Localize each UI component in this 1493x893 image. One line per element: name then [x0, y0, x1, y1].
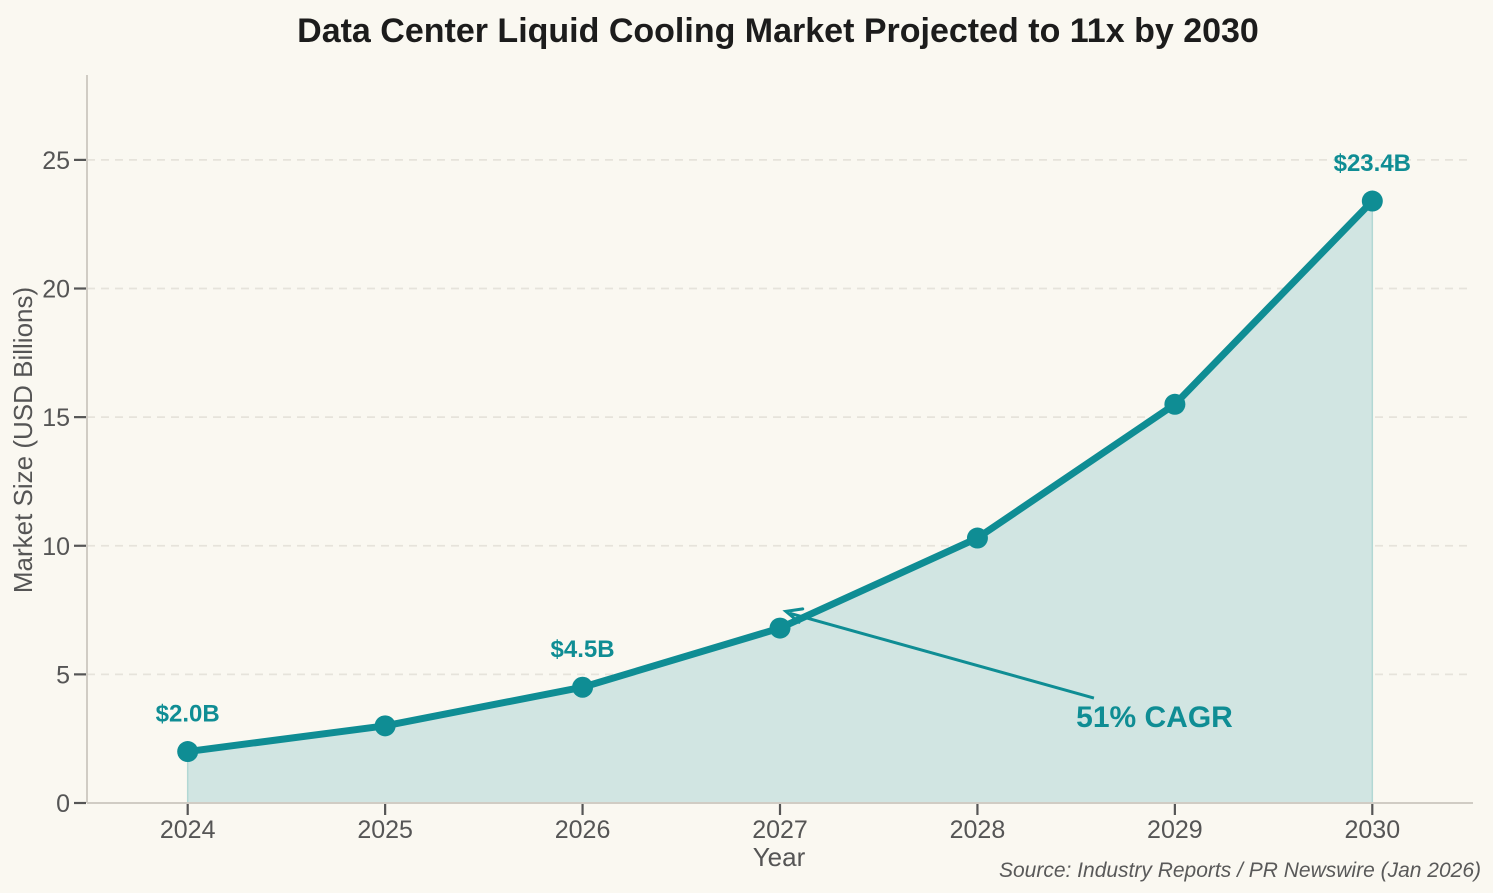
data-point-marker: [177, 741, 199, 763]
source-note: Source: Industry Reports / PR Newswire (…: [999, 859, 1481, 882]
data-point-marker: [374, 715, 396, 737]
data-point-marker: [769, 617, 791, 639]
data-point-marker: [1164, 393, 1186, 415]
y-tick-label: 0: [56, 790, 70, 818]
data-point-marker: [966, 527, 988, 549]
y-tick-label: 25: [42, 147, 70, 175]
data-point-marker: [1361, 190, 1383, 212]
x-tick-label: 2029: [1147, 816, 1203, 844]
y-tick-label: 10: [42, 533, 70, 561]
annotation-arrow-head-icon: [782, 607, 805, 624]
x-tick-label: 2028: [950, 816, 1006, 844]
data-point-marker: [572, 676, 594, 698]
y-axis-ticks: 0 5 10 15 20 25: [42, 147, 86, 818]
x-tick-label: 2030: [1344, 816, 1400, 844]
y-tick-label: 20: [42, 276, 70, 304]
annotation-arrow-shaft: [789, 611, 1095, 700]
x-tick-label: 2027: [752, 816, 808, 844]
data-point-label: $23.4B: [1334, 150, 1411, 177]
y-tick-label: 15: [42, 404, 70, 432]
y-axis-label: Market Size (USD Billions): [8, 287, 38, 593]
data-point-markers: [177, 190, 1383, 763]
y-tick-label: 5: [56, 661, 70, 689]
data-point-label: $2.0B: [156, 701, 220, 728]
cagr-annotation: 51% CAGR: [782, 607, 1233, 734]
x-axis-label: Year: [753, 842, 806, 872]
cagr-annotation-text: 51% CAGR: [1076, 701, 1233, 734]
x-tick-label: 2024: [160, 816, 216, 844]
data-point-labels: $2.0B $4.5B $23.4B: [156, 150, 1411, 728]
chart-title: Data Center Liquid Cooling Market Projec…: [297, 12, 1259, 50]
x-tick-label: 2026: [555, 816, 611, 844]
x-tick-label: 2025: [357, 816, 413, 844]
x-axis-ticks: 2024 2025 2026 2027 2028 2029 2030: [160, 804, 1400, 844]
data-point-label: $4.5B: [551, 636, 615, 663]
